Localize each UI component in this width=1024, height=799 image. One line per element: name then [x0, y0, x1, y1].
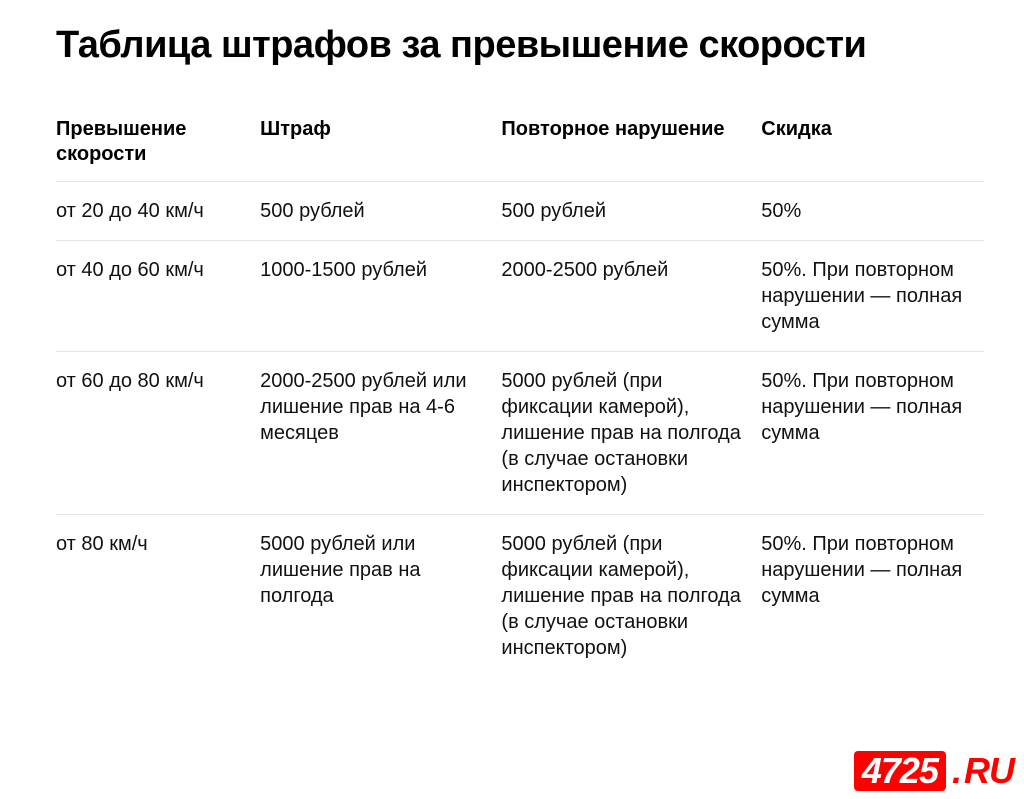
table-header-row: Превышение скорости Штраф Повторное нару… [56, 107, 984, 182]
watermark-box: 4725 [854, 751, 946, 791]
cell-speed: от 80 км/ч [56, 515, 260, 678]
col-header-fine: Штраф [260, 107, 501, 182]
fines-table: Превышение скорости Штраф Повторное нару… [56, 107, 984, 677]
cell-speed: от 40 до 60 км/ч [56, 241, 260, 352]
cell-repeat: 5000 рублей (при фиксации камерой), лише… [501, 352, 761, 515]
watermark-suffix: RU [964, 753, 1014, 789]
cell-speed: от 60 до 80 км/ч [56, 352, 260, 515]
cell-fine: 2000-2500 рублей или лишение прав на 4-6… [260, 352, 501, 515]
col-header-repeat: Повторное нарушение [501, 107, 761, 182]
cell-discount: 50%. При повторном нарушении — полная су… [761, 352, 984, 515]
cell-repeat: 5000 рублей (при фиксации камерой), лише… [501, 515, 761, 678]
cell-repeat: 2000-2500 рублей [501, 241, 761, 352]
site-watermark: 4725 . RU [854, 751, 1014, 791]
cell-discount: 50%. При повторном нарушении — полная су… [761, 241, 984, 352]
cell-fine: 500 рублей [260, 182, 501, 241]
cell-discount: 50%. При повторном нарушении — полная су… [761, 515, 984, 678]
watermark-dot: . [952, 753, 962, 789]
table-row: от 80 км/ч 5000 рублей или лишение прав … [56, 515, 984, 678]
table-row: от 20 до 40 км/ч 500 рублей 500 рублей 5… [56, 182, 984, 241]
cell-speed: от 20 до 40 км/ч [56, 182, 260, 241]
cell-repeat: 500 рублей [501, 182, 761, 241]
table-row: от 60 до 80 км/ч 2000-2500 рублей или ли… [56, 352, 984, 515]
cell-discount: 50% [761, 182, 984, 241]
page-title: Таблица штрафов за превышение скорости [56, 24, 984, 67]
cell-fine: 5000 рублей или лишение прав на полгода [260, 515, 501, 678]
cell-fine: 1000-1500 рублей [260, 241, 501, 352]
table-row: от 40 до 60 км/ч 1000-1500 рублей 2000-2… [56, 241, 984, 352]
page-container: Таблица штрафов за превышение скорости П… [0, 0, 1024, 677]
col-header-discount: Скидка [761, 107, 984, 182]
col-header-speed: Превышение скорости [56, 107, 260, 182]
